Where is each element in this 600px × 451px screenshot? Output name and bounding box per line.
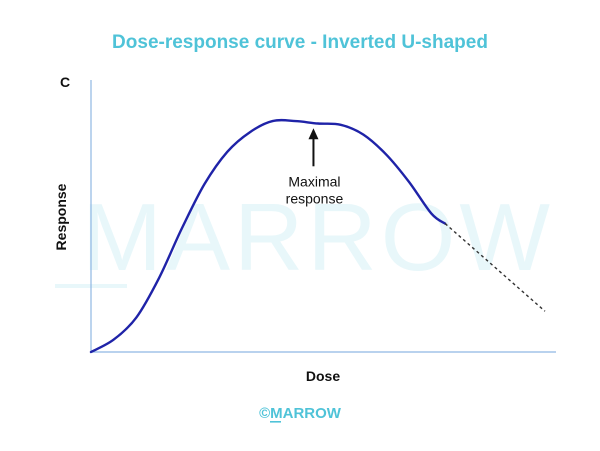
series-line-solid [89,118,447,354]
series-line-dashed [444,223,546,312]
annotation-arrowhead-icon [308,128,319,140]
watermark-text: MARROW [82,184,554,291]
footer-underline [270,421,281,423]
corner-label: C [60,74,70,90]
annotation-text-line1: Maximal [288,173,340,189]
y-axis-label: Response [53,183,69,250]
maximal-response-annotation: Maximal response [286,128,344,206]
x-axis-label: Dose [306,368,340,384]
annotation-text-line2: response [286,190,344,206]
chart-title: Dose-response curve - Inverted U-shaped [112,32,488,53]
copyright-footer: ©MARROW [259,405,342,422]
